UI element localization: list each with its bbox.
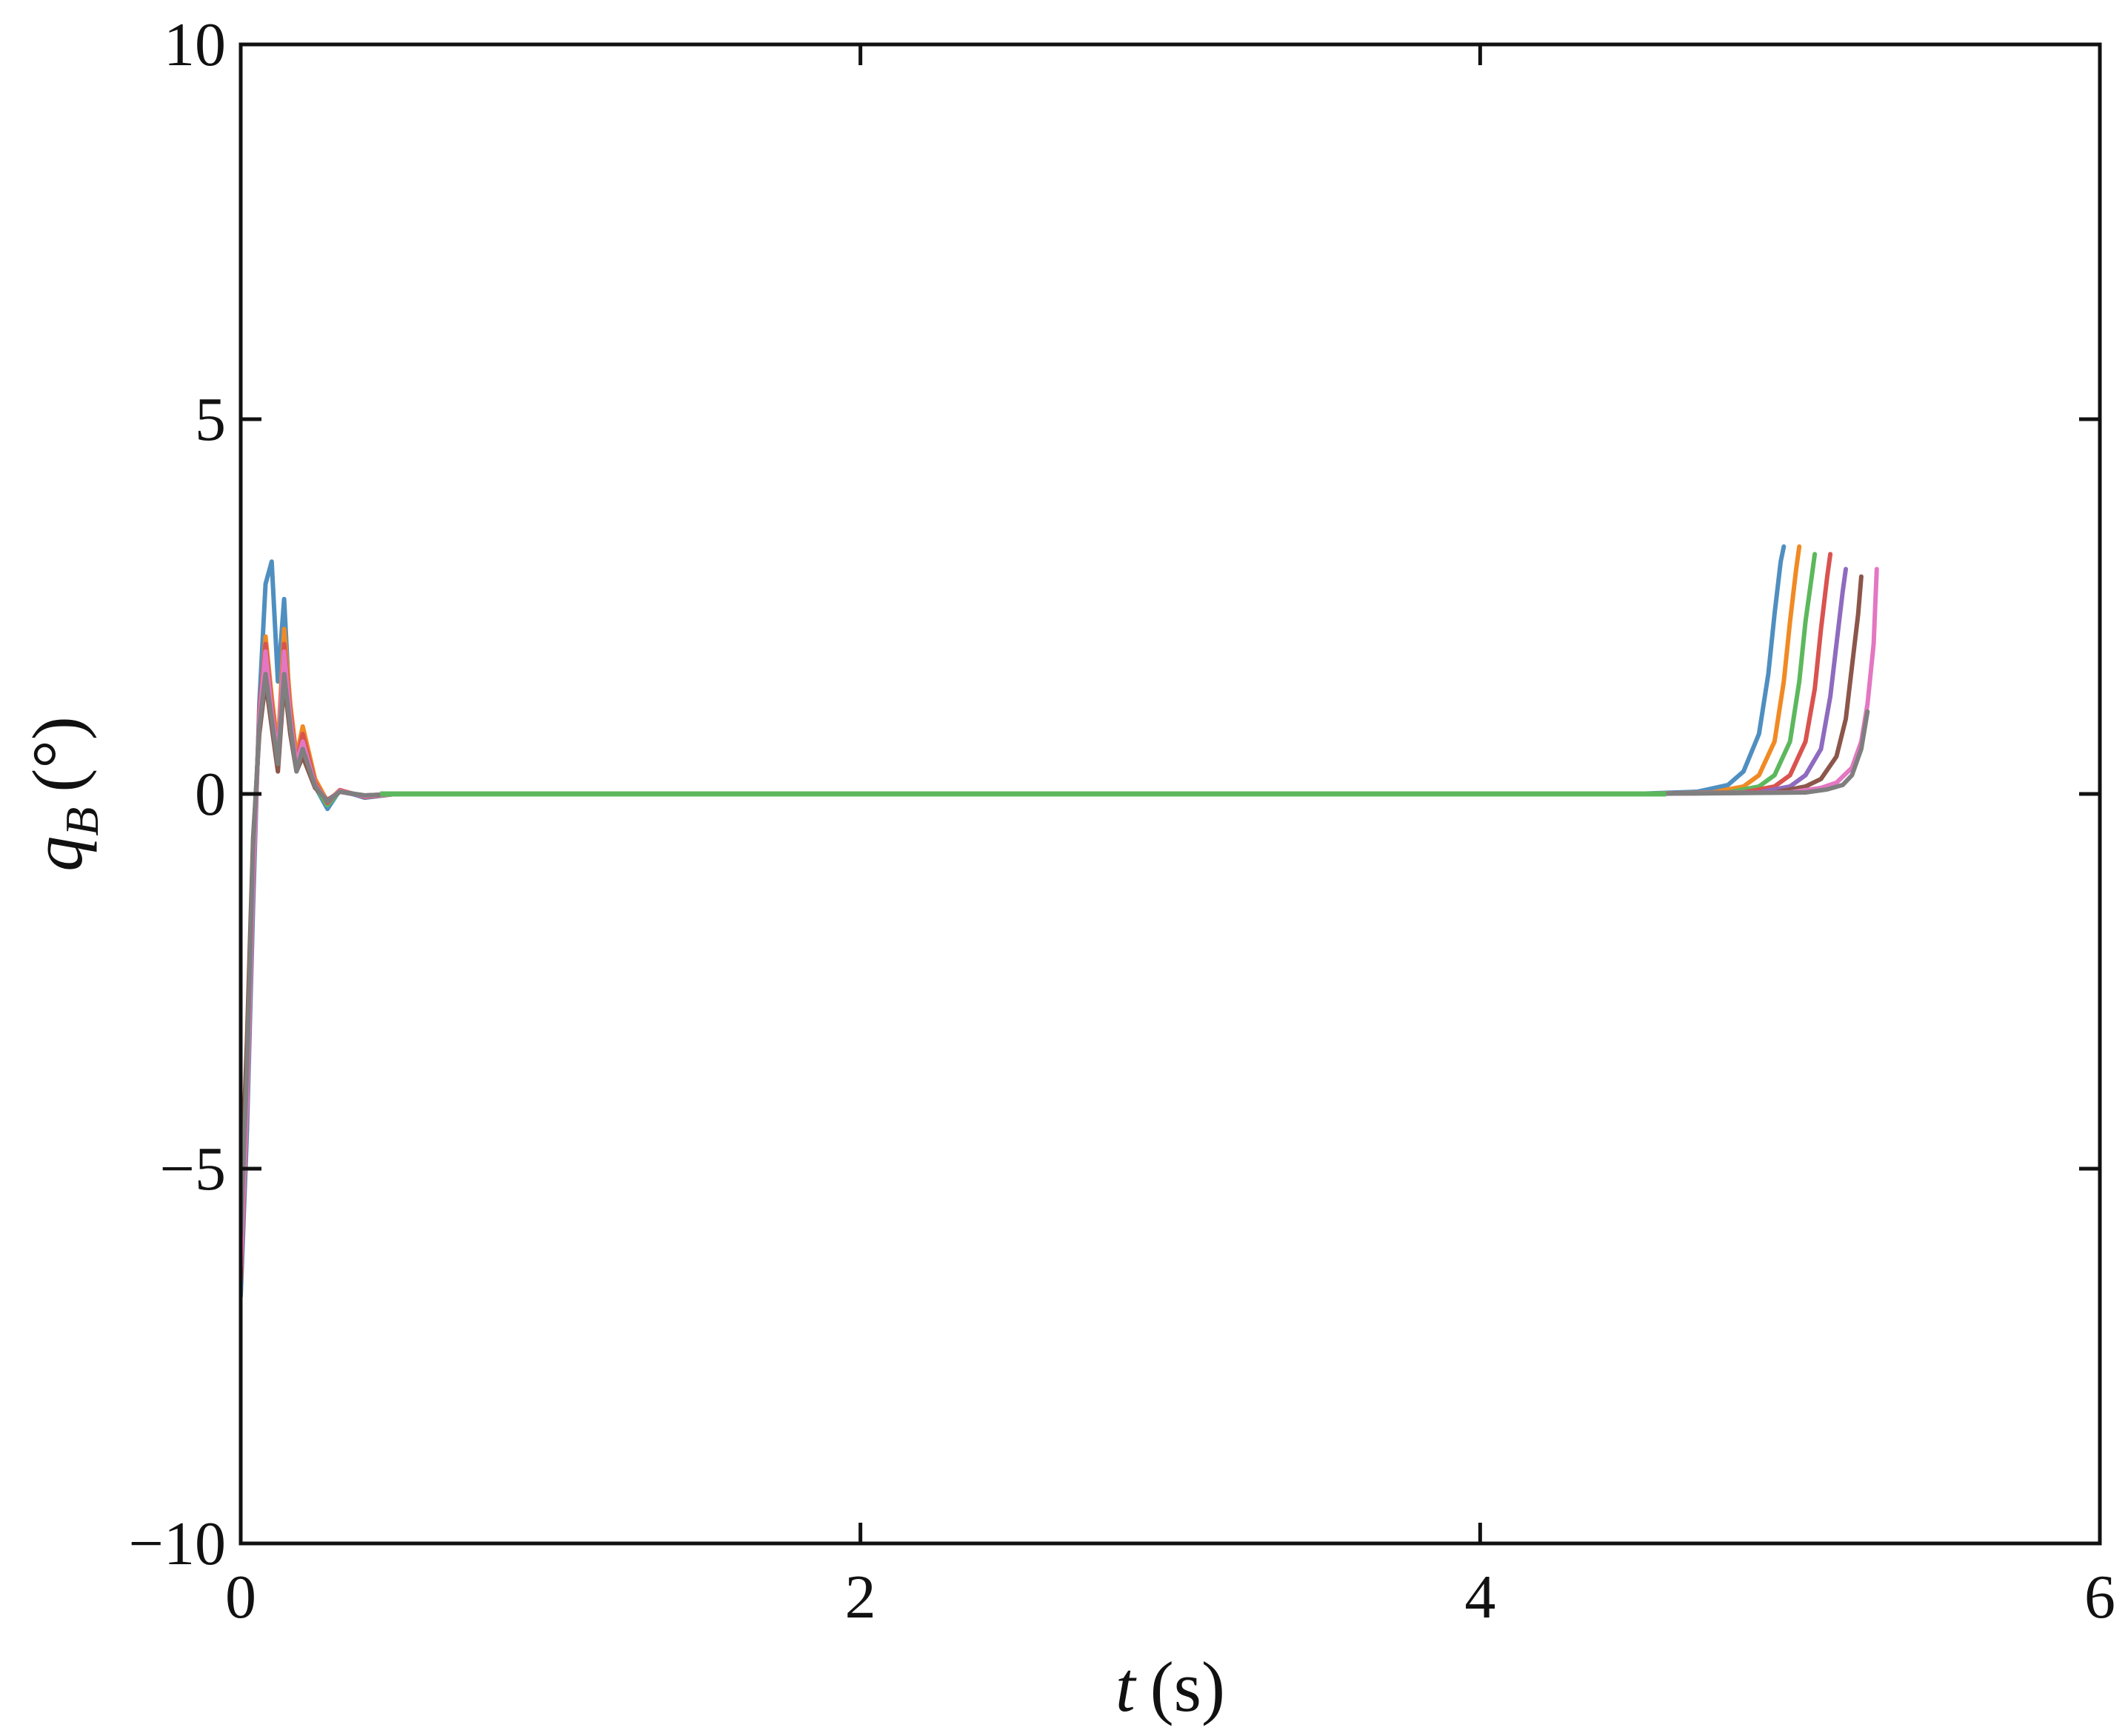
series-line-5 <box>241 567 1848 1246</box>
y-axis-label-var: q <box>18 836 97 872</box>
tick-label-layer: 0 2 4 6 −10 −5 0 5 10 <box>129 10 2115 1632</box>
x-tick-label-3: 6 <box>2084 1563 2115 1632</box>
y-axis-label: qB (°) <box>18 716 108 871</box>
series-line-7 <box>241 567 1879 1269</box>
x-axis-label-unit: (s) <box>1150 1647 1225 1726</box>
y-tick-label-2: 0 <box>195 760 226 829</box>
y-tick-label-4: 10 <box>164 10 226 79</box>
series-line-2 <box>241 544 1802 1261</box>
x-axis-label: t (s) <box>1115 1647 1225 1726</box>
series-line-8 <box>241 672 1870 1239</box>
x-tick-label-0: 0 <box>225 1563 256 1632</box>
ticks-layer <box>239 42 2102 1546</box>
svg-text:qB(°): qB (°) <box>18 716 108 871</box>
x-tick-label-2: 4 <box>1464 1563 1495 1632</box>
series-layer <box>241 544 1879 1298</box>
series-line-6 <box>241 574 1864 1209</box>
y-axis-label-sub: B <box>56 807 108 836</box>
y-tick-label-0: −10 <box>129 1509 226 1578</box>
y-tick-label-1: −5 <box>160 1135 226 1203</box>
y-axis-label-unit: (°) <box>18 716 97 792</box>
x-axis-label-var: t <box>1115 1647 1137 1726</box>
x-tick-label-1: 2 <box>845 1563 876 1632</box>
svg-text:t(s): t (s) <box>1115 1647 1225 1726</box>
y-tick-label-3: 5 <box>195 385 226 454</box>
series-line-4 <box>241 552 1833 1283</box>
series-line-3 <box>241 552 1818 1231</box>
series-line-1 <box>241 544 1787 1298</box>
